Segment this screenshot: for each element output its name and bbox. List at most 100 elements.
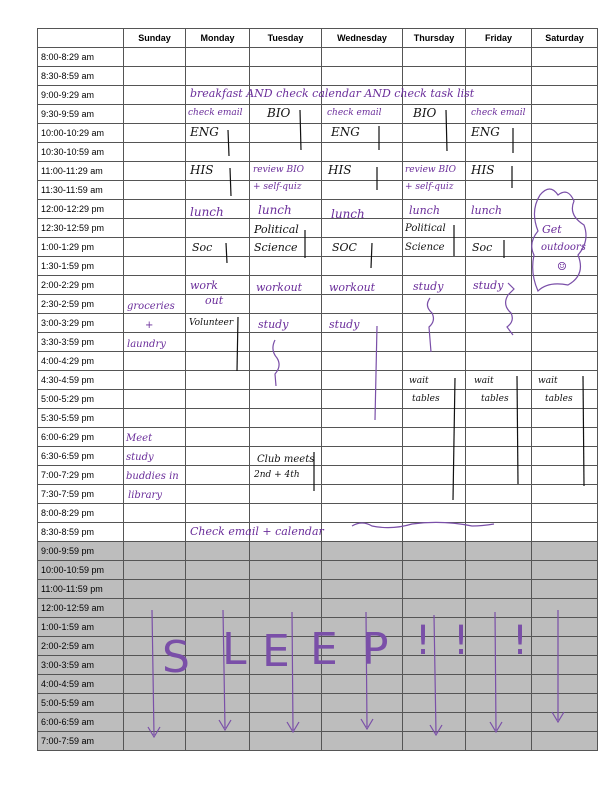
time-row: 9:00-9:59 pm <box>37 541 598 561</box>
schedule-cell <box>123 66 186 86</box>
day-header-sunday: Sunday <box>123 28 186 48</box>
time-slot-label: 6:30-6:59 pm <box>37 446 124 466</box>
schedule-cell <box>402 332 466 352</box>
time-slot-label: 3:30-3:59 pm <box>37 332 124 352</box>
schedule-cell <box>321 294 403 314</box>
schedule-cell <box>465 47 532 67</box>
schedule-cell <box>249 503 322 523</box>
schedule-cell <box>123 237 186 257</box>
time-slot-label: 9:00-9:59 pm <box>37 541 124 561</box>
schedule-cell <box>531 104 598 124</box>
schedule-cell <box>185 180 250 200</box>
note-wednesday: SOC <box>332 241 357 254</box>
schedule-cell <box>249 693 322 713</box>
schedule-cell <box>321 598 403 618</box>
schedule-cell <box>402 66 466 86</box>
schedule-cell <box>402 465 466 485</box>
time-row: 7:30-7:59 pm <box>37 484 598 504</box>
schedule-cell <box>123 180 186 200</box>
schedule-cell <box>321 446 403 466</box>
schedule-cell <box>321 465 403 485</box>
schedule-cell <box>249 541 322 561</box>
schedule-cell <box>531 199 598 219</box>
schedule-cell <box>321 693 403 713</box>
schedule-cell <box>465 66 532 86</box>
schedule-cell <box>123 256 186 276</box>
schedule-cell <box>249 370 322 390</box>
schedule-cell <box>185 389 250 409</box>
schedule-cell <box>465 693 532 713</box>
sleep-letter: S <box>162 632 190 683</box>
time-slot-label: 8:30-8:59 am <box>37 66 124 86</box>
schedule-cell <box>185 484 250 504</box>
note-thursday: + self-quiz <box>405 182 454 192</box>
schedule-cell <box>123 351 186 371</box>
time-slot-label: 2:00-2:29 pm <box>37 275 124 295</box>
schedule-cell <box>465 85 532 105</box>
schedule-cell <box>123 389 186 409</box>
schedule-cell <box>531 161 598 181</box>
note-wednesday: lunch <box>331 207 365 221</box>
schedule-cell <box>185 636 250 656</box>
time-row: 8:00-8:29 am <box>37 47 598 67</box>
time-row: 5:30-5:59 pm <box>37 408 598 428</box>
time-row: 4:00-4:59 am <box>37 674 598 694</box>
note-sunday: library <box>128 490 162 501</box>
time-row: 6:00-6:29 pm <box>37 427 598 447</box>
schedule-cell <box>531 674 598 694</box>
schedule-cell <box>465 142 532 162</box>
note-monday: lunch <box>190 205 224 219</box>
schedule-cell <box>531 598 598 618</box>
schedule-cell <box>123 47 186 67</box>
time-row: 1:00-1:29 pm <box>37 237 598 257</box>
time-slot-label: 6:00-6:59 am <box>37 712 124 732</box>
schedule-cell <box>185 332 250 352</box>
note-monday: out <box>205 294 224 307</box>
time-row: 12:30-12:59 pm <box>37 218 598 238</box>
note-wednesday: ENG <box>331 125 360 139</box>
time-row: 6:30-6:59 pm <box>37 446 598 466</box>
time-row: 11:00-11:59 pm <box>37 579 598 599</box>
time-row: 10:30-10:59 am <box>37 142 598 162</box>
schedule-cell <box>185 541 250 561</box>
schedule-cell <box>531 465 598 485</box>
time-row: 11:30-11:59 am <box>37 180 598 200</box>
time-slot-label: 6:00-6:29 pm <box>37 427 124 447</box>
schedule-cell <box>321 541 403 561</box>
schedule-cell <box>402 579 466 599</box>
note-wednesday: check email <box>327 108 382 118</box>
schedule-cell <box>123 370 186 390</box>
day-header-saturday: Saturday <box>531 28 598 48</box>
time-slot-label: 12:00-12:59 am <box>37 598 124 618</box>
note-monday: ENG <box>190 125 219 139</box>
time-slot-label: 11:30-11:59 am <box>37 180 124 200</box>
schedule-cell <box>531 142 598 162</box>
time-slot-label: 4:00-4:29 pm <box>37 351 124 371</box>
schedule-cell <box>321 674 403 694</box>
schedule-cell <box>185 408 250 428</box>
schedule-cell <box>249 427 322 447</box>
schedule-cell <box>185 66 250 86</box>
schedule-cell <box>531 636 598 656</box>
note-friday: lunch <box>471 204 502 217</box>
schedule-cell <box>185 503 250 523</box>
schedule-cell <box>123 218 186 238</box>
time-slot-label: 2:00-2:59 am <box>37 636 124 656</box>
schedule-cell <box>123 104 186 124</box>
sleep-letter: E <box>310 624 338 675</box>
schedule-cell <box>249 712 322 732</box>
schedule-cell <box>123 85 186 105</box>
schedule-cell <box>402 294 466 314</box>
time-row: 7:00-7:59 am <box>37 731 598 751</box>
time-slot-label: 4:00-4:59 am <box>37 674 124 694</box>
schedule-cell <box>465 522 532 542</box>
sleep-letter: P <box>362 624 389 675</box>
note-thursday: review BIO <box>405 165 457 175</box>
note-monday: HIS <box>190 163 214 177</box>
schedule-cell <box>531 47 598 67</box>
schedule-cell <box>531 427 598 447</box>
schedule-cell <box>402 351 466 371</box>
note-tuesday: Science <box>254 241 298 254</box>
schedule-cell <box>465 446 532 466</box>
schedule-cell <box>185 579 250 599</box>
